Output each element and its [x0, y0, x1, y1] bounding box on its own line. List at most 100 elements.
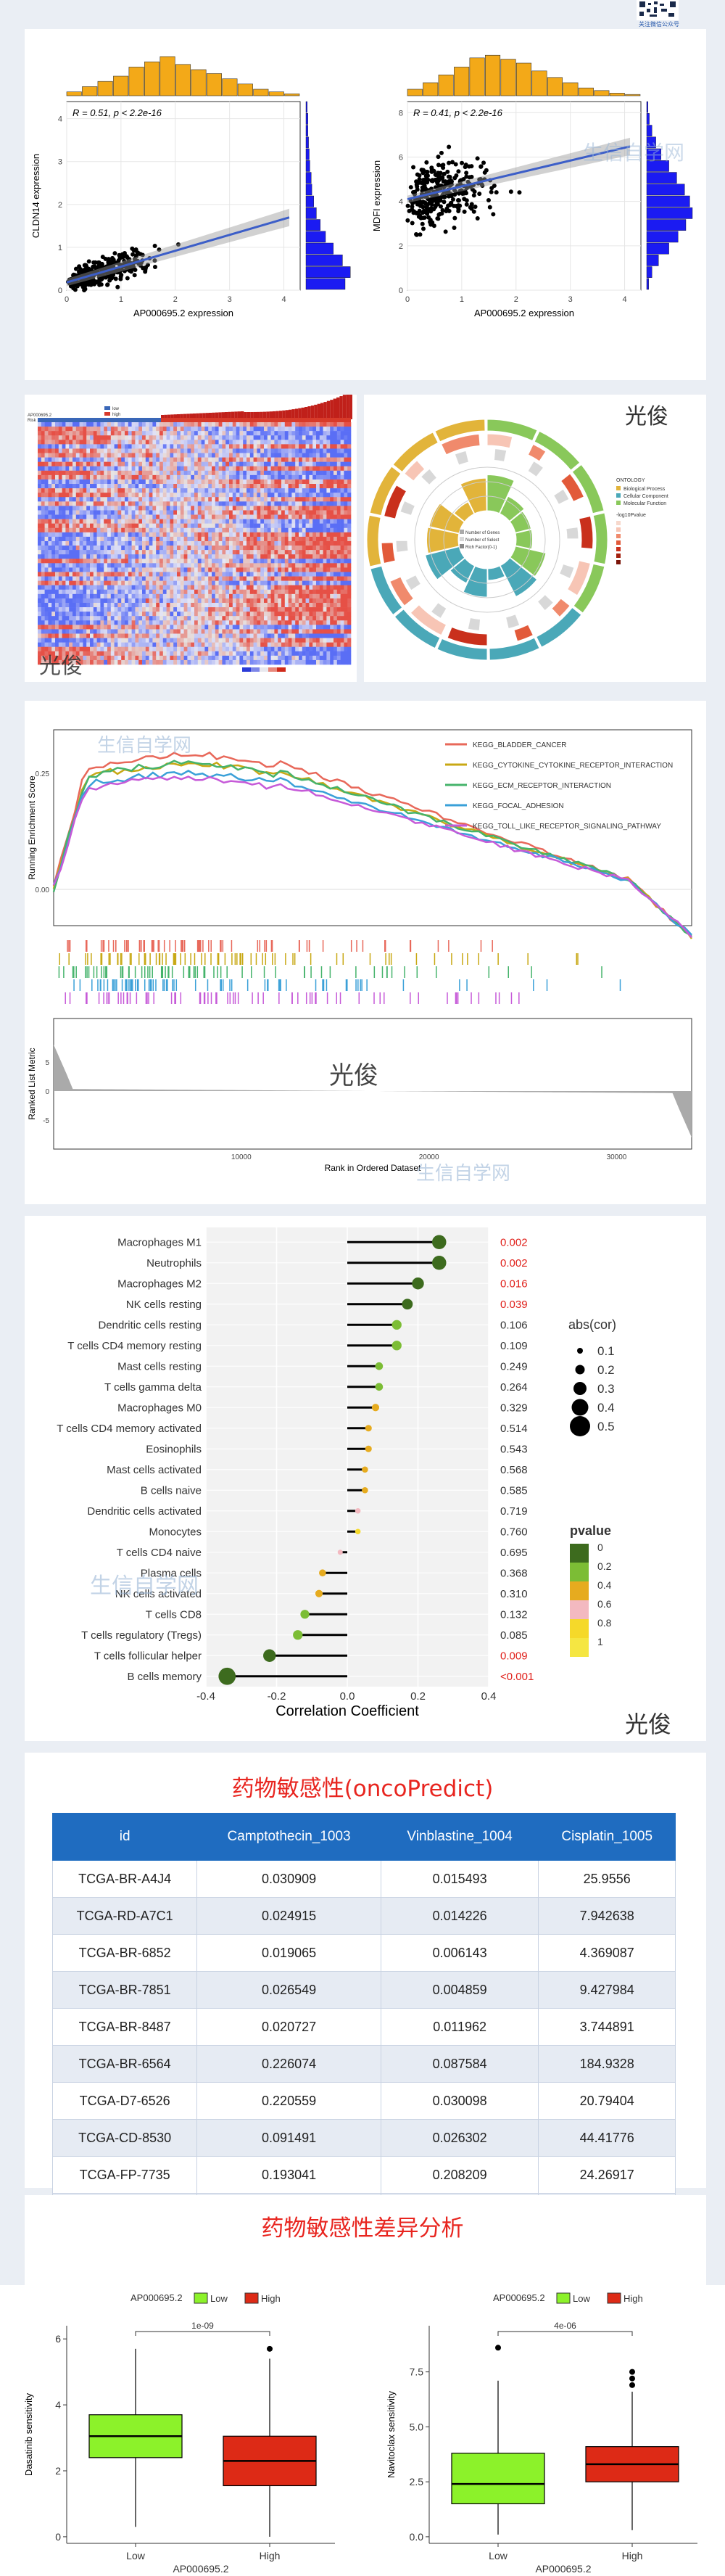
- heatmap-cell: [326, 470, 331, 476]
- heatmap-cell: [93, 540, 97, 546]
- heatmap-cell: [330, 466, 334, 472]
- data-point: [119, 272, 124, 277]
- heatmap-cell: [170, 466, 174, 472]
- heatmap-cell: [83, 598, 87, 604]
- heatmap-cell: [183, 598, 188, 604]
- heatmap-cell: [177, 501, 181, 506]
- histogram-top-bar: [253, 89, 269, 96]
- heatmap-cell: [166, 616, 170, 621]
- heatmap-cell: [284, 563, 289, 568]
- heatmap-cell: [38, 444, 42, 449]
- heatmap-cell: [239, 554, 244, 559]
- heatmap-cell: [288, 479, 292, 485]
- heatmap-cell: [145, 453, 149, 458]
- heatmap-cell: [249, 431, 254, 436]
- heatmap-cell: [107, 474, 112, 480]
- heatmap-cell: [93, 532, 97, 538]
- heatmap-cell: [267, 461, 271, 467]
- heatmap-cell: [125, 572, 129, 577]
- heatmap-cell: [239, 540, 244, 546]
- heatmap-cell: [125, 602, 129, 608]
- heatmap-cell: [225, 479, 230, 485]
- heatmap-cell: [48, 625, 52, 630]
- heatmap-cell: [218, 484, 223, 489]
- heatmap-cell: [62, 523, 66, 529]
- histogram-right-bar: [646, 136, 656, 149]
- heatmap-cell: [93, 572, 97, 577]
- heatmap-cell: [264, 510, 268, 515]
- heatmap-cell: [319, 484, 323, 489]
- data-point: [420, 221, 425, 226]
- heatmap-cell: [284, 616, 289, 621]
- heatmap-cell: [197, 536, 202, 542]
- heatmap-cell: [344, 484, 348, 489]
- heatmap-cell: [48, 523, 52, 529]
- heatmap-cell: [232, 479, 236, 485]
- heatmap-cell: [187, 470, 191, 476]
- data-point: [434, 172, 439, 177]
- heatmap-cell: [278, 612, 282, 617]
- heatmap-cell: [208, 554, 212, 559]
- heatmap-cell: [187, 514, 191, 519]
- data-point: [175, 242, 181, 247]
- heatmap-cell: [270, 510, 275, 515]
- heatmap-cell: [239, 523, 244, 529]
- heatmap-cell: [156, 435, 160, 440]
- heatmap-cell: [117, 593, 122, 599]
- heatmap-cell: [323, 523, 327, 529]
- heatmap-cell: [323, 532, 327, 538]
- data-point: [72, 287, 78, 292]
- heatmap-cell: [58, 474, 62, 480]
- heatmap-cell: [187, 422, 191, 427]
- heatmap-cell: [232, 457, 236, 462]
- heatmap-cell: [194, 576, 199, 581]
- heatmap-cell: [170, 540, 174, 546]
- heatmap-cell: [138, 510, 143, 515]
- heatmap-cell: [201, 457, 205, 462]
- heatmap-cell: [156, 580, 160, 585]
- heatmap-cell: [142, 444, 146, 449]
- heatmap-cell: [180, 501, 184, 506]
- heatmap-cell: [208, 427, 212, 432]
- heatmap-cell: [93, 563, 97, 568]
- heatmap-cell: [138, 453, 143, 458]
- heatmap-cell: [274, 602, 278, 608]
- heatmap-cell: [75, 616, 80, 621]
- heatmap-cell: [232, 497, 236, 502]
- heatmap-cell: [215, 550, 219, 555]
- heatmap-cell: [204, 567, 209, 572]
- heatmap-cell: [166, 453, 170, 458]
- heatmap-cell: [62, 484, 66, 489]
- heatmap-cell: [180, 435, 184, 440]
- heatmap-cell: [246, 484, 251, 489]
- heatmap-cell: [295, 546, 299, 551]
- heatmap-cell: [218, 527, 223, 533]
- heatmap-cell: [160, 440, 164, 445]
- data-point: [407, 208, 412, 213]
- heatmap-cell: [257, 585, 261, 590]
- heatmap-cell: [41, 593, 45, 599]
- heatmap-cell: [212, 506, 216, 511]
- heatmap-cell: [295, 444, 299, 449]
- heatmap-cell: [104, 493, 108, 498]
- heatmap-cell: [246, 616, 251, 621]
- heatmap-cell: [110, 620, 115, 625]
- heatmap-cell: [264, 514, 268, 519]
- heatmap-cell: [149, 554, 153, 559]
- heatmap-cell: [323, 602, 327, 608]
- heatmap-cell: [114, 572, 118, 577]
- heatmap-cell: [239, 593, 244, 599]
- heatmap-cell: [309, 593, 313, 599]
- heatmap-cell: [131, 536, 136, 542]
- heatmap-cell: [51, 593, 56, 599]
- heatmap-cell: [160, 567, 164, 572]
- heatmap-cell: [249, 484, 254, 489]
- heatmap-cell: [249, 540, 254, 546]
- heatmap-cell: [145, 484, 149, 489]
- heatmap-cell: [177, 620, 181, 625]
- heatmap-cell: [243, 514, 247, 519]
- heatmap-cell: [41, 527, 45, 533]
- heatmap-cell: [180, 540, 184, 546]
- heatmap-cell: [218, 540, 223, 546]
- heatmap-cell: [183, 589, 188, 595]
